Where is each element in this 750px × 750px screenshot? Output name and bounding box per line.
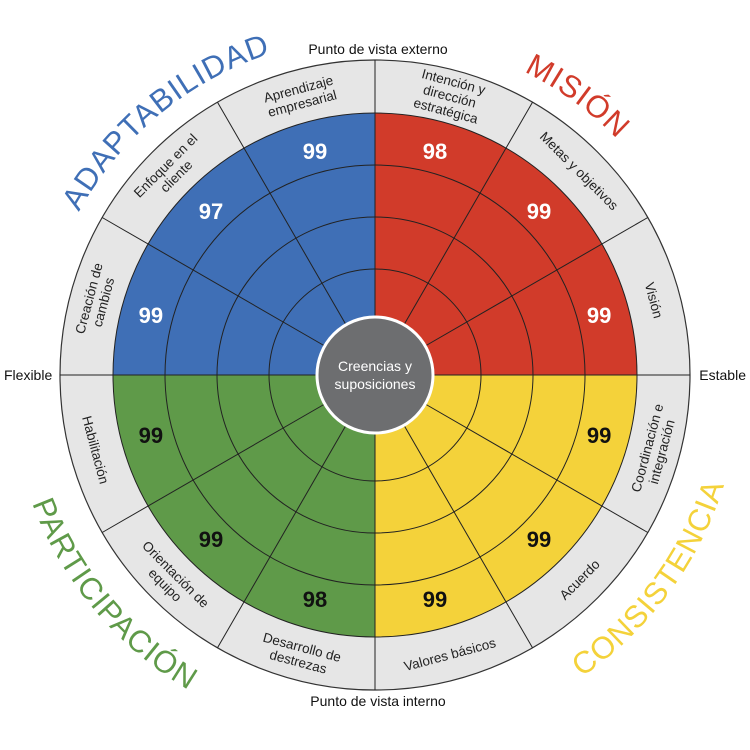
- segment-divider: [217, 101, 347, 326]
- segment-divider: [217, 424, 347, 649]
- segment-score: 99: [139, 303, 163, 328]
- segment-scores: 99 98 99 99 99 99 99 98 99 99 99 97: [139, 139, 612, 612]
- axis-label-top: Punto de vista externo: [308, 41, 448, 57]
- quadrant-consistencia: [375, 375, 637, 637]
- segment-score: 98: [303, 587, 327, 612]
- segment-score: 99: [587, 423, 611, 448]
- segment-score: 99: [303, 139, 327, 164]
- segment-divider: [424, 217, 649, 347]
- segment-score: 99: [587, 303, 611, 328]
- segment-score: 98: [423, 139, 447, 164]
- segment-score: 99: [527, 199, 551, 224]
- center-circle: [315, 315, 435, 435]
- quadrant-participacion: [113, 375, 375, 637]
- center-label-line2: suposiciones: [335, 376, 416, 392]
- segment-divider: [403, 101, 533, 326]
- quadrant-adaptabilidad: [113, 113, 375, 375]
- quadrant-mision: [375, 113, 637, 375]
- segment-divider: [101, 403, 326, 533]
- segment-score: 99: [139, 423, 163, 448]
- axis-label-right: Estable: [699, 367, 746, 383]
- segment-score: 97: [199, 199, 223, 224]
- segment-score: 99: [199, 527, 223, 552]
- segment-score: 99: [423, 587, 447, 612]
- segment-divider: [101, 217, 326, 347]
- segment-divider: [424, 403, 649, 533]
- center-label-line1: Creencias y: [338, 358, 412, 374]
- axis-label-bottom: Punto de vista interno: [310, 693, 446, 709]
- segment-divider: [403, 424, 533, 649]
- axis-label-left: Flexible: [4, 367, 52, 383]
- segment-score: 99: [527, 527, 551, 552]
